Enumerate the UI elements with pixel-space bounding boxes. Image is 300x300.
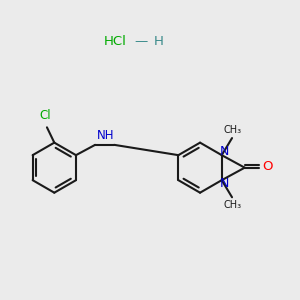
Text: N: N [219,145,229,158]
Text: H: H [154,34,164,48]
Text: HCl: HCl [103,34,126,48]
Text: Cl: Cl [40,109,51,122]
Text: CH₃: CH₃ [224,200,242,210]
Text: CH₃: CH₃ [224,125,242,135]
Text: —: — [134,34,148,48]
Text: NH: NH [97,129,114,142]
Text: O: O [262,160,273,173]
Text: N: N [219,177,229,190]
